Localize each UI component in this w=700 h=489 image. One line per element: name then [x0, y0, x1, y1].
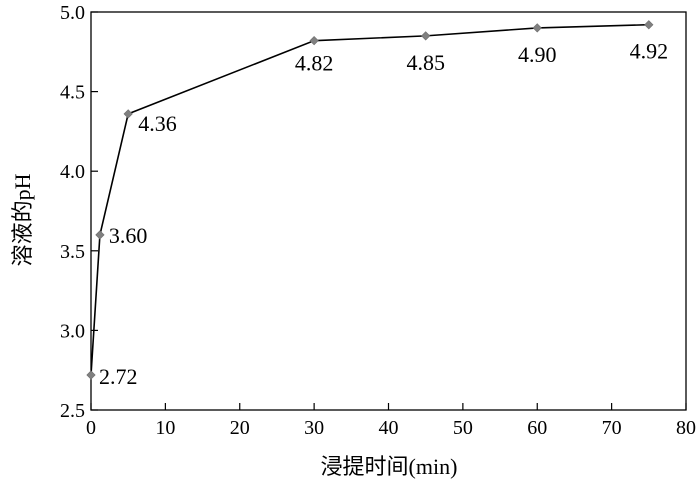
- series-line: [90, 23, 649, 376]
- y-tick-label: 4.0: [60, 161, 85, 183]
- data-point-marker: [86, 370, 96, 380]
- data-label: 2.72: [99, 364, 138, 389]
- y-tick-label: 3.0: [60, 320, 85, 342]
- x-tick-label: 30: [304, 417, 324, 439]
- plot-area: [90, 11, 687, 411]
- data-label: 4.85: [406, 50, 445, 75]
- x-tick-label: 50: [453, 417, 473, 439]
- x-tick-label: 10: [155, 417, 175, 439]
- x-tick-label: 20: [230, 417, 250, 439]
- x-tick-label: 80: [676, 417, 696, 439]
- plot-border: [90, 11, 687, 411]
- y-tick-label: 5.0: [60, 2, 85, 24]
- y-tick-label: 4.5: [60, 82, 85, 104]
- data-point-marker: [644, 20, 654, 30]
- x-tick-label: 70: [602, 417, 622, 439]
- data-point-marker: [421, 31, 431, 41]
- y-axis-title: 溶液的pH: [10, 173, 35, 266]
- data-label: 4.92: [630, 39, 669, 64]
- x-tick-label: 60: [527, 417, 547, 439]
- data-point-marker: [95, 230, 105, 240]
- y-tick-label: 3.5: [60, 241, 85, 263]
- data-label: 4.90: [518, 42, 557, 67]
- x-axis: 0 10 20 30 40 50 60 70 80: [86, 403, 696, 439]
- data-point-marker: [532, 23, 542, 33]
- series-layer: 2.72 3.60 4.36 4.82 4.85 4.90 4.92: [86, 20, 669, 389]
- data-label: 3.60: [109, 223, 148, 248]
- data-label: 4.36: [138, 111, 177, 136]
- data-point-marker: [309, 36, 319, 46]
- data-label: 4.82: [295, 51, 334, 76]
- x-axis-title: 浸提时间(min): [321, 454, 458, 479]
- x-tick-label: 40: [379, 417, 399, 439]
- y-tick-label: 2.5: [60, 400, 85, 422]
- data-point-marker: [123, 109, 133, 119]
- x-tick-label: 0: [86, 417, 96, 439]
- y-axis: 2.5 3.0 3.5 4.0 4.5 5.0: [60, 2, 98, 422]
